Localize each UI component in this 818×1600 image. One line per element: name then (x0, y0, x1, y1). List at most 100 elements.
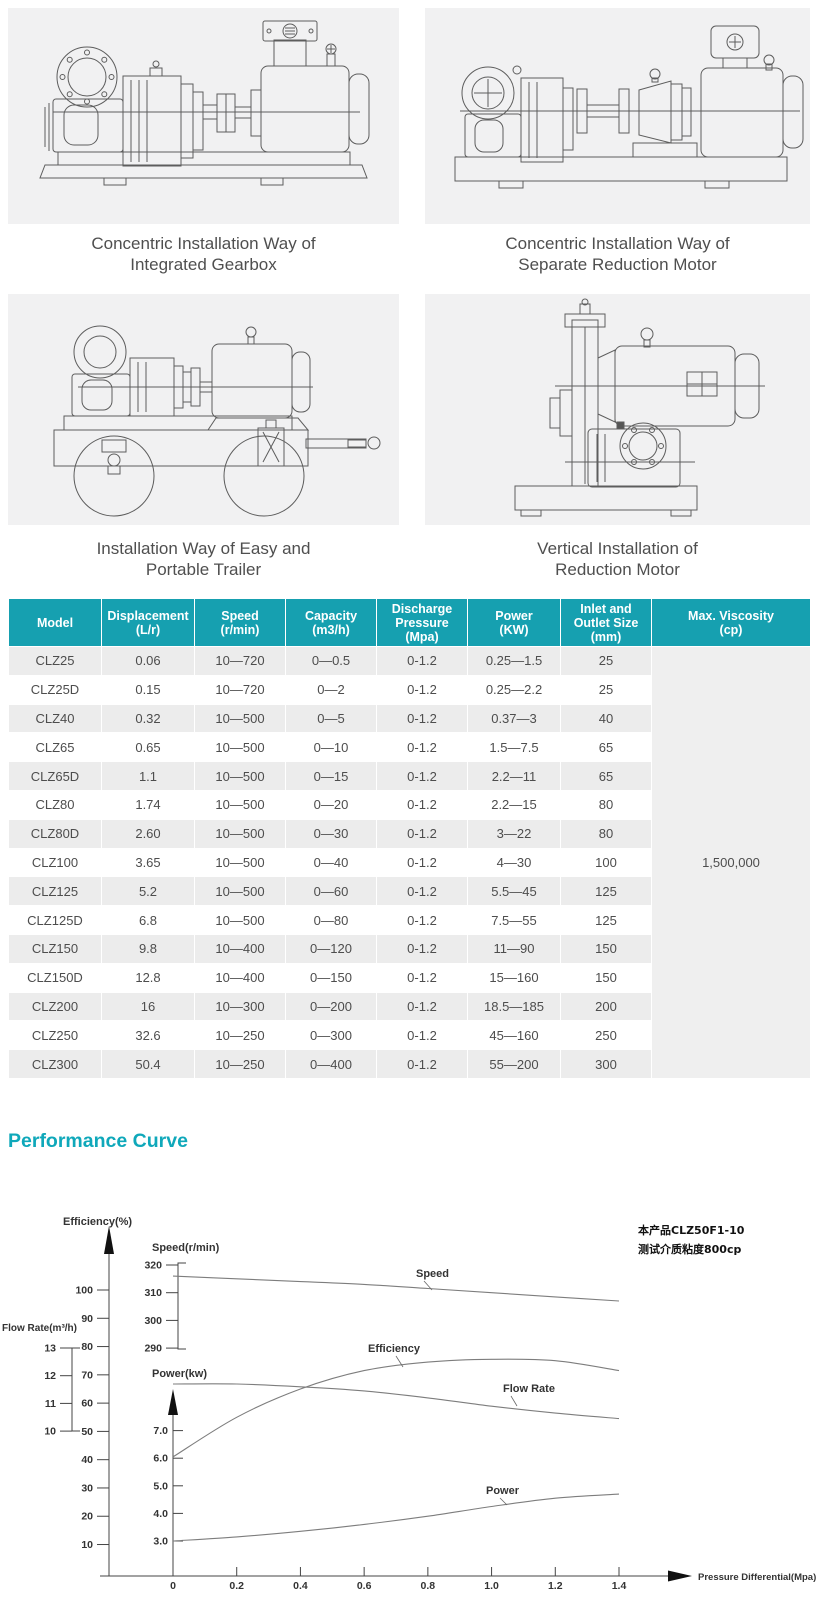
table-cell: 18.5—185 (467, 991, 561, 1022)
table-cell: CLZ150 (8, 933, 102, 964)
table-cell: 300 (560, 1049, 652, 1079)
table-cell: 0-1.2 (376, 732, 468, 763)
table-cell: 0-1.2 (376, 847, 468, 878)
table-cell: 0—40 (285, 847, 377, 878)
axis-tick-label: 320 (144, 1260, 162, 1272)
axis-tick-label: 11 (45, 1398, 56, 1410)
table-cell: CLZ100 (8, 847, 102, 878)
table-cell: 0.06 (101, 646, 195, 676)
table-cell: CLZ300 (8, 1049, 102, 1079)
axis-tick-label: 0.2 (229, 1580, 244, 1592)
axis-tick-label: 5.0 (153, 1480, 168, 1492)
table-cell: 0-1.2 (376, 818, 468, 849)
table-cell: 0—80 (285, 905, 377, 935)
table-cell: 150 (560, 962, 652, 993)
curve-label: Flow Rate (503, 1383, 555, 1395)
table-cell: 80 (560, 818, 652, 849)
axis-tick-label: 0.4 (293, 1580, 308, 1592)
chart-axis-arrows (104, 1226, 692, 1582)
table-cell: 7.5—55 (467, 905, 561, 935)
table-cell: 2.60 (101, 818, 195, 849)
table-cell: 5.5—45 (467, 876, 561, 907)
table-cell: 25 (560, 646, 652, 676)
caption-integrated-gearbox: Concentric Installation Way of Integrate… (91, 234, 316, 275)
table-cell: 0-1.2 (376, 933, 468, 964)
table-cell: 0—200 (285, 991, 377, 1022)
curve-flow_rate (172, 1383, 620, 1420)
curve-label: Speed (416, 1268, 449, 1280)
table-row: CLZ125 5.2 10—500 0—60 0-1.2 5.5—45 125 (8, 876, 811, 907)
table-cell: 0—10 (285, 732, 377, 763)
table-cell: 200 (560, 991, 652, 1022)
pump-drawing-integrated-gearbox (39, 20, 370, 186)
table-cell: 0.25—2.2 (467, 674, 561, 705)
table-cell: 10—720 (194, 646, 286, 676)
table-cell: 10—500 (194, 905, 286, 935)
annotation-test-viscosity: 测试介质粘度800cp (638, 1242, 741, 1256)
table-cell: 0—15 (285, 761, 377, 791)
power-axis-arrow-icon (168, 1389, 178, 1415)
table-cell: 10—250 (194, 1020, 286, 1051)
table-cell: 10—400 (194, 962, 286, 993)
table-header-row: Model Displacement (L/r) Speed (r/min) C… (8, 598, 811, 647)
table-cell: 0—60 (285, 876, 377, 907)
efficiency-axis-arrow-icon (104, 1226, 114, 1254)
spec-table-body: CLZ25 0.06 10—720 0—0.5 0-1.2 0.25—1.5 25 1,500… (8, 646, 811, 1079)
table-cell: 1.5—7.5 (467, 732, 561, 763)
col-header-model: Model (8, 598, 102, 647)
axis-tick-label: 10 (44, 1426, 56, 1438)
table-cell: 0.37—3 (467, 703, 561, 734)
axis-tick-label: 40 (81, 1454, 93, 1466)
table-cell: 45—160 (467, 1020, 561, 1051)
curve-label: Power (486, 1485, 520, 1497)
table-cell: CLZ40 (8, 703, 102, 734)
table-cell: CLZ25 (8, 646, 102, 676)
table-cell: 10—500 (194, 818, 286, 849)
table-row: CLZ150D 12.8 10—400 0—150 0-1.2 15—160 150 (8, 962, 811, 993)
performance-curve-title: Performance Curve (8, 1130, 188, 1152)
col-header-speed: Speed (r/min) (194, 598, 286, 647)
table-cell: CLZ150D (8, 962, 102, 993)
table-cell: 10—500 (194, 732, 286, 763)
col-header-max-viscosity: Max. Viscosity (cp) (651, 598, 811, 647)
axis-tick-label: 0.6 (357, 1580, 372, 1592)
table-cell: 10—400 (194, 933, 286, 964)
drawing-panel-integrated-gearbox (8, 8, 399, 224)
table-row: CLZ200 16 10—300 0—200 0-1.2 18.5—185 200 (8, 991, 811, 1022)
col-header-power: Power (KW) (467, 598, 561, 647)
col-header-capacity: Capacity (m3/h) (285, 598, 377, 647)
table-cell: 0-1.2 (376, 646, 468, 676)
table-cell: 2.2—11 (467, 761, 561, 791)
table-cell: 10—300 (194, 991, 286, 1022)
table-cell: 10—500 (194, 761, 286, 791)
table-cell: CLZ65D (8, 761, 102, 791)
power-axis-label: Power(kw) (152, 1368, 207, 1380)
table-cell: 9.8 (101, 933, 195, 964)
pump-drawing-separate-reduction-motor (454, 25, 804, 189)
axis-tick-label: 0 (170, 1580, 176, 1592)
col-header-inlet-outlet-size: Inlet and Outlet Size (mm) (560, 598, 652, 647)
table-cell: 0.25—1.5 (467, 646, 561, 676)
table-cell: 80 (560, 789, 652, 820)
table-cell: 0.15 (101, 674, 195, 705)
table-cell: 0-1.2 (376, 674, 468, 705)
table-cell: CLZ250 (8, 1020, 102, 1051)
max-viscosity-cell: 1,500,000 (651, 646, 811, 1079)
axis-tick-label: 50 (81, 1426, 93, 1438)
flow-rate-axis-label: Flow Rate(m³/h) (2, 1323, 77, 1334)
table-cell: 10—250 (194, 1049, 286, 1079)
curve-speed (172, 1275, 620, 1302)
table-cell: 100 (560, 847, 652, 878)
curve-efficiency (172, 1358, 620, 1458)
table-cell: 0-1.2 (376, 1049, 468, 1079)
axis-tick-label: 13 (44, 1343, 56, 1355)
table-row: CLZ250 32.6 10—250 0—300 0-1.2 45—160 250 (8, 1020, 811, 1051)
axis-tick-label: 30 (81, 1482, 93, 1494)
table-cell: 250 (560, 1020, 652, 1051)
table-cell: 40 (560, 703, 652, 734)
table-cell: 0-1.2 (376, 962, 468, 993)
axis-tick-label: 0.8 (421, 1580, 436, 1592)
table-cell: 0-1.2 (376, 789, 468, 820)
table-cell: 10—500 (194, 703, 286, 734)
table-row: CLZ125D 6.8 10—500 0—80 0-1.2 7.5—55 125 (8, 905, 811, 935)
